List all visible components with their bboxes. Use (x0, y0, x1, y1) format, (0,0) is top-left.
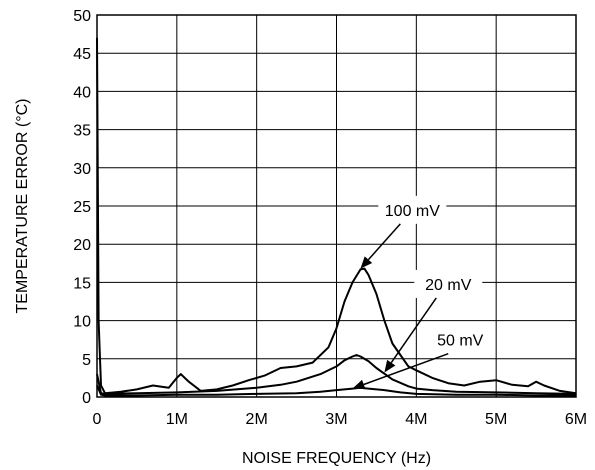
x-tick-label: 6M (565, 411, 587, 428)
y-axis-title: TEMPERATURE ERROR (°C) (14, 99, 31, 314)
annotation-arrow-line-100-mv (367, 223, 401, 261)
annotation-arrow-line-50-mv (363, 352, 449, 386)
annotation-arrowhead-50-mv (352, 379, 366, 390)
y-tick-label: 25 (73, 199, 91, 216)
annotation-arrowhead-100-mv (360, 256, 373, 269)
series-line-50-mv (96, 385, 576, 397)
y-tick-label: 20 (73, 237, 91, 254)
annotation-bg-100-mv (378, 195, 447, 224)
annotation-arrow-line-20-mv (390, 297, 437, 364)
x-axis-title: NOISE FREQUENCY (Hz) (242, 450, 431, 467)
annotation-arrowhead-20-mv (384, 359, 396, 373)
annotation-bg-20-mv (414, 269, 483, 298)
series-line-100-mv (96, 37, 577, 395)
tick-labels: 0 1M 2M 3M 4M 5M 6M 0 5 10 15 20 25 30 35 40 45 50 (73, 8, 587, 428)
annotation-label-20-mv: 20 mV (425, 277, 472, 294)
y-tick-label: 30 (73, 161, 91, 178)
x-tick-label: 5M (485, 411, 507, 428)
y-tick-label: 15 (73, 275, 91, 292)
y-tick-label: 45 (73, 46, 91, 63)
annotation-label-50-mv: 50 mV (437, 333, 484, 350)
y-tick-label: 5 (82, 352, 91, 369)
plot-frame (96, 14, 577, 398)
x-tick-label: 1M (166, 411, 188, 428)
y-tick-label: 50 (73, 8, 91, 25)
annotations: 100 mV 20 mV 50 mV (352, 195, 495, 390)
x-tick-label: 0 (93, 411, 102, 428)
y-tick-label: 0 (82, 390, 91, 407)
annotation-bg-50-mv (426, 325, 495, 354)
x-tick-label: 3M (325, 411, 347, 428)
grid-lines (96, 14, 577, 398)
x-tick-label: 4M (405, 411, 427, 428)
series-line-20-mv (96, 354, 577, 395)
annotation-label-100-mv: 100 mV (385, 203, 440, 220)
y-tick-label: 35 (73, 123, 91, 140)
series-lines (96, 37, 577, 397)
y-tick-label: 40 (73, 84, 91, 101)
y-tick-label: 10 (73, 314, 91, 331)
x-tick-label: 2M (246, 411, 268, 428)
